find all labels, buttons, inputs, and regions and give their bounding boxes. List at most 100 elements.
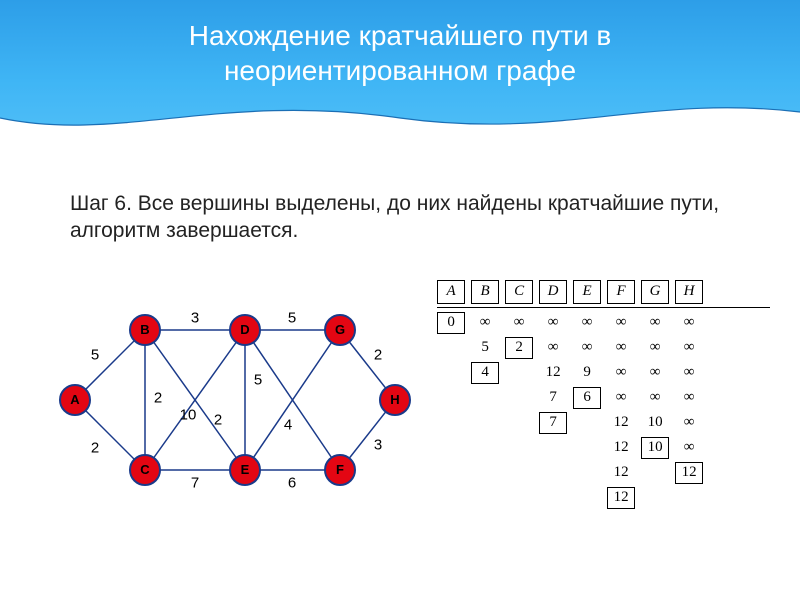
edge-weight: 5 xyxy=(252,371,264,388)
dist-cell: ∞ xyxy=(675,312,703,334)
dist-cell: ∞ xyxy=(675,437,703,459)
dist-cell: ∞ xyxy=(641,312,669,334)
dist-cell: ∞ xyxy=(675,337,703,359)
distance-table-body: 0∞∞∞∞∞∞∞52∞∞∞∞∞4129∞∞∞76∞∞∞71210∞1210∞12… xyxy=(437,312,770,509)
dist-cell: 10 xyxy=(641,437,669,459)
dist-row: 76 ∞ ∞ ∞ xyxy=(437,387,770,409)
dist-col-h: H xyxy=(675,280,703,304)
edge-weight: 3 xyxy=(189,309,201,326)
graph-diagram: ABCDEGFH 52231027554623 xyxy=(40,280,412,510)
graph-node-b: B xyxy=(129,314,161,346)
graph-node-h: H xyxy=(379,384,411,416)
dist-cell: 12 xyxy=(539,362,567,384)
dist-cell xyxy=(641,462,669,484)
dist-cell: ∞ xyxy=(641,362,669,384)
title-line-2: неориентированном графе xyxy=(224,55,576,86)
dist-cell xyxy=(505,487,533,509)
dist-cell: 2 xyxy=(505,337,533,359)
content-row: ABCDEGFH 52231027554623 ABCDEFGH 0∞∞∞∞∞∞… xyxy=(0,280,800,512)
dist-cell: 12 xyxy=(607,462,635,484)
dist-cell xyxy=(573,462,601,484)
dist-cell xyxy=(675,487,703,509)
dist-cell: 4 xyxy=(471,362,499,384)
edge-weight: 10 xyxy=(178,406,199,423)
dist-cell: 7 xyxy=(539,412,567,434)
dist-col-d: D xyxy=(539,280,567,304)
dist-cell xyxy=(471,412,499,434)
dist-cell: ∞ xyxy=(607,362,635,384)
graph-node-a: A xyxy=(59,384,91,416)
graph-node-f: F xyxy=(324,454,356,486)
title-line-1: Нахождение кратчайшего пути в xyxy=(189,20,612,51)
dist-cell xyxy=(471,462,499,484)
distance-table-header: ABCDEFGH xyxy=(437,280,770,308)
dist-cell xyxy=(573,437,601,459)
edge-weight: 6 xyxy=(286,474,298,491)
dist-row: 12 10 ∞ xyxy=(437,437,770,459)
dist-cell: ∞ xyxy=(607,337,635,359)
dist-cell: 0 xyxy=(437,312,465,334)
dist-cell: 12 xyxy=(607,437,635,459)
edge-weight: 2 xyxy=(152,389,164,406)
dist-cell xyxy=(505,387,533,409)
dist-cell: 12 xyxy=(607,412,635,434)
dist-col-a: A xyxy=(437,280,465,304)
dist-cell: ∞ xyxy=(573,337,601,359)
dist-cell: ∞ xyxy=(607,312,635,334)
dist-row: 1212 xyxy=(437,462,770,484)
dist-cell: ∞ xyxy=(607,387,635,409)
dist-cell xyxy=(437,387,465,409)
dist-row: 12 xyxy=(437,487,770,509)
edge-weight: 5 xyxy=(89,346,101,363)
dist-cell xyxy=(437,412,465,434)
dist-cell xyxy=(505,462,533,484)
dist-cell: ∞ xyxy=(505,312,533,334)
dist-col-e: E xyxy=(573,280,601,304)
wave-divider-icon xyxy=(0,98,800,136)
dist-cell xyxy=(505,362,533,384)
dist-cell: 7 xyxy=(539,387,567,409)
dist-cell xyxy=(573,487,601,509)
dist-row: 52∞∞∞∞∞ xyxy=(437,337,770,359)
dist-row: 0∞∞∞∞∞∞∞ xyxy=(437,312,770,334)
graph-node-g: G xyxy=(324,314,356,346)
dist-col-f: F xyxy=(607,280,635,304)
dist-row: 71210∞ xyxy=(437,412,770,434)
dist-cell: ∞ xyxy=(675,387,703,409)
dist-col-b: B xyxy=(471,280,499,304)
dist-cell xyxy=(573,412,601,434)
dist-cell: 6 xyxy=(573,387,601,409)
dist-col-g: G xyxy=(641,280,669,304)
graph-node-c: C xyxy=(129,454,161,486)
edge-weight: 2 xyxy=(212,411,224,428)
dist-cell xyxy=(641,487,669,509)
edge-weight: 2 xyxy=(89,439,101,456)
dist-cell xyxy=(437,362,465,384)
dist-cell xyxy=(539,437,567,459)
dist-cell xyxy=(539,462,567,484)
edge-weight: 2 xyxy=(372,346,384,363)
dist-cell: ∞ xyxy=(539,312,567,334)
edge-weight: 7 xyxy=(189,474,201,491)
dist-cell xyxy=(471,437,499,459)
dist-cell: ∞ xyxy=(675,412,703,434)
edge-weight: 3 xyxy=(372,436,384,453)
dist-cell: ∞ xyxy=(641,387,669,409)
dist-cell xyxy=(471,487,499,509)
dist-cell: 9 xyxy=(573,362,601,384)
distance-table: ABCDEFGH 0∞∞∞∞∞∞∞52∞∞∞∞∞4129∞∞∞76∞∞∞7121… xyxy=(437,280,770,512)
dist-cell xyxy=(505,412,533,434)
dist-cell xyxy=(437,487,465,509)
dist-cell xyxy=(505,437,533,459)
dist-cell xyxy=(539,487,567,509)
graph-node-d: D xyxy=(229,314,261,346)
graph-node-e: E xyxy=(229,454,261,486)
edge-weight: 5 xyxy=(286,309,298,326)
dist-cell: 5 xyxy=(471,337,499,359)
step-description: Шаг 6. Все вершины выделены, до них найд… xyxy=(70,190,730,245)
slide-header: Нахождение кратчайшего пути в неориентир… xyxy=(0,0,800,135)
slide-title: Нахождение кратчайшего пути в неориентир… xyxy=(0,18,800,88)
dist-cell xyxy=(471,387,499,409)
dist-cell: ∞ xyxy=(641,337,669,359)
dist-cell xyxy=(437,437,465,459)
